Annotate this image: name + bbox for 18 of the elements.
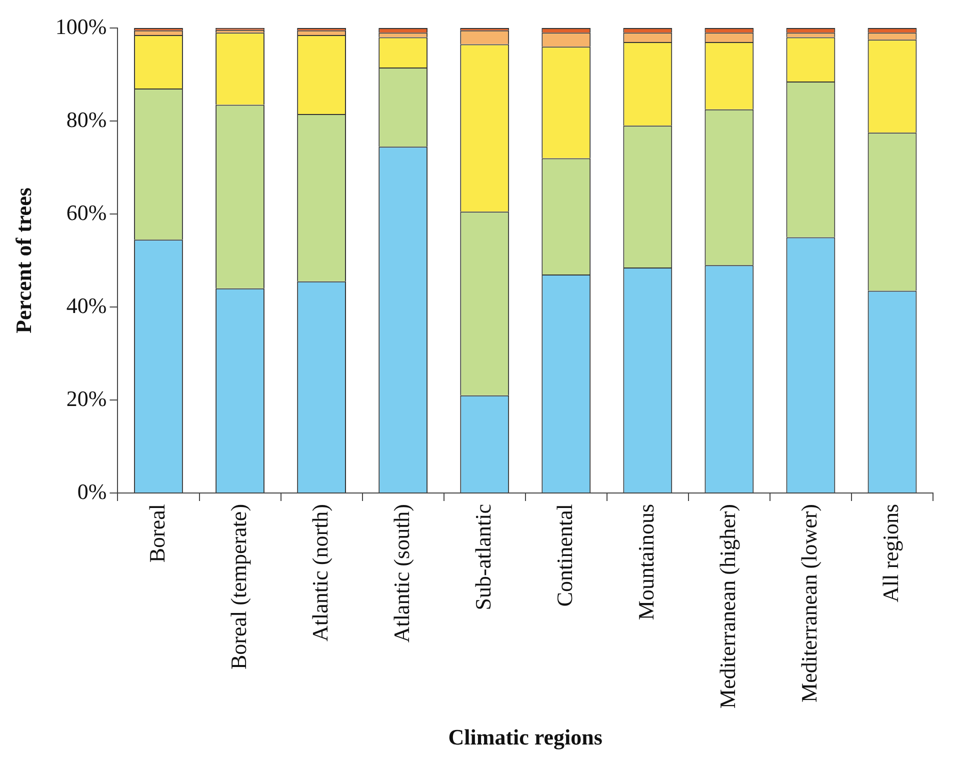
y-tick-label: 100% (55, 14, 107, 39)
y-tick-label: 20% (66, 386, 107, 411)
x-tick-label: Mediterranean (higher) (714, 504, 740, 709)
x-tick-label: Atlantic (south) (388, 504, 414, 643)
y-axis-title: Percent of trees (10, 187, 36, 334)
x-tick-label: All regions (878, 504, 904, 602)
x-tick-label: Boreal (144, 504, 170, 563)
x-tick-label: Continental (552, 504, 577, 607)
y-tick-label: 80% (66, 106, 107, 132)
x-tick-label: Sub-atlantic (470, 504, 496, 610)
y-tick-label: 40% (66, 292, 107, 318)
y-tick-label: 60% (66, 200, 107, 225)
x-axis-title: Climatic regions (448, 724, 603, 750)
x-tick-label: Boreal (temperate) (226, 504, 251, 670)
x-tick-label: Mediterranean (lower) (796, 504, 822, 702)
x-tick-label: Mountainous (633, 504, 658, 620)
x-tick-label: Atlantic (north) (307, 504, 332, 642)
y-tick-label: 0% (77, 478, 107, 504)
